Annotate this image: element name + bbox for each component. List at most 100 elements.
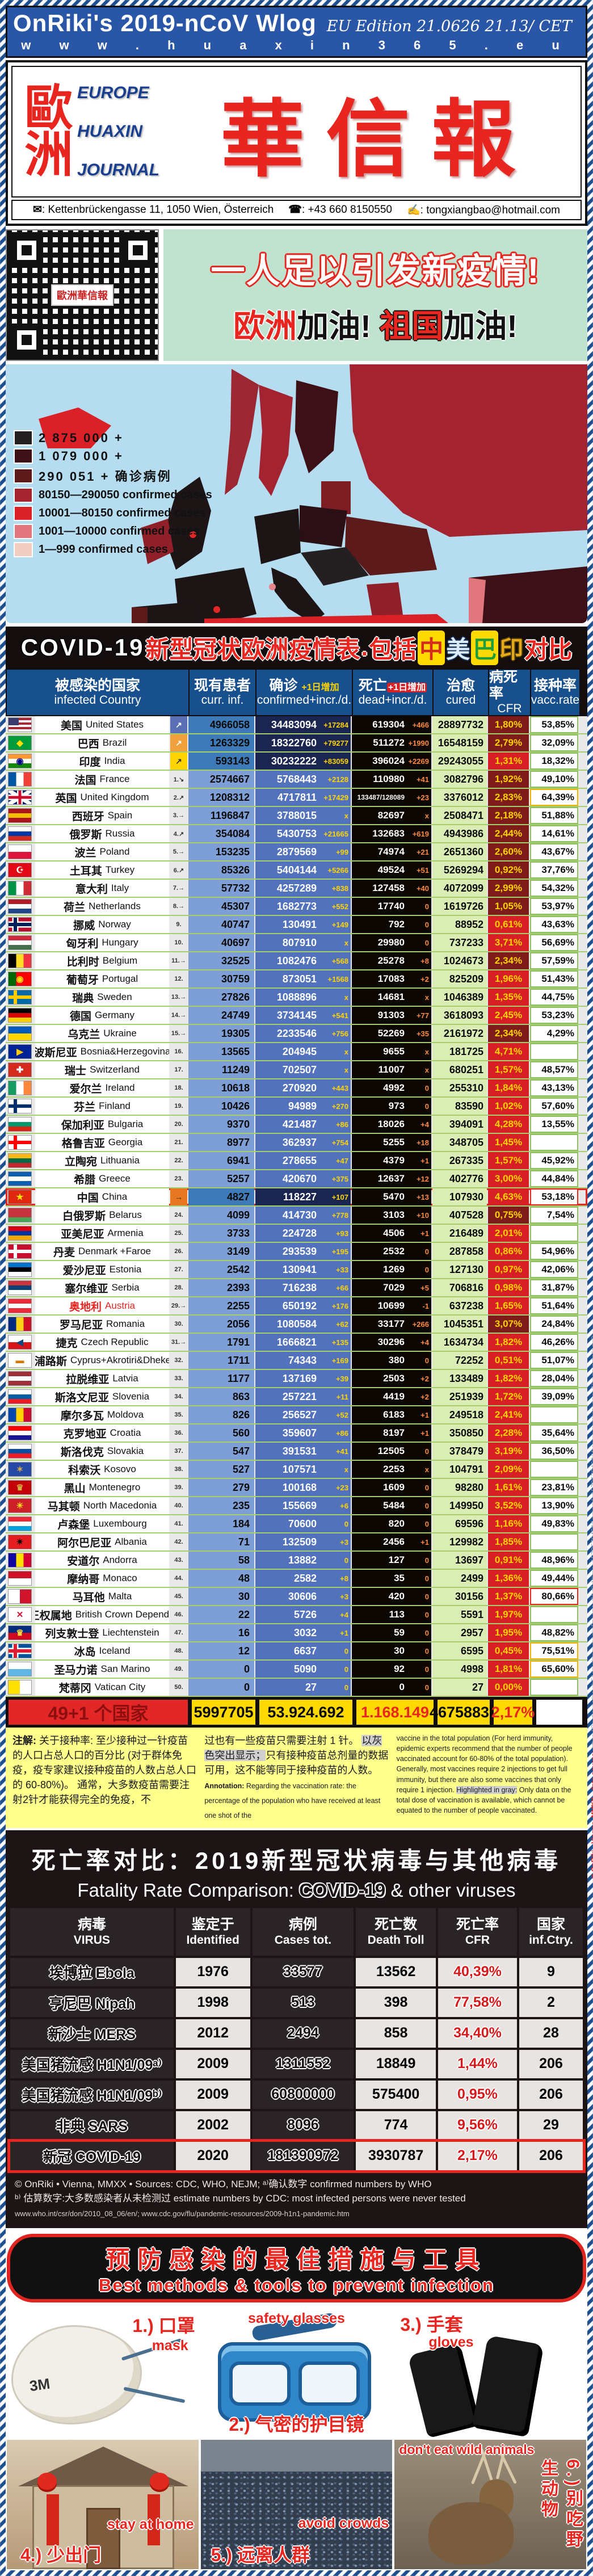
qr-finder-pattern [10, 234, 43, 267]
slogan-europe: 欧洲 [233, 308, 297, 344]
dead-increase: +2 [420, 1392, 429, 1401]
dead-increase: +4 [420, 1120, 429, 1129]
confirmed-cell: 224728 +93 [255, 1225, 351, 1242]
country-name-zh: 塞浦路斯 [35, 1355, 67, 1368]
dead-increase: 0 [424, 1519, 429, 1528]
dead-cell: 792 0 [352, 916, 431, 933]
dead-value: 113 [389, 1609, 405, 1620]
country-name-cell: 英国王权属地British Crown Dependencies [35, 1606, 169, 1623]
cured-cell: 1619726 [432, 898, 487, 915]
country-flag: ◉ [8, 754, 32, 768]
confirmed-cell: 702507 x [255, 1061, 351, 1078]
dead-increase: 0 [424, 1628, 429, 1637]
country-flag [8, 1662, 32, 1676]
masthead-europe: EUROPE [77, 83, 149, 102]
virus-identified-cell: 2009 [175, 2080, 250, 2109]
confirmed-increase: +8 [340, 1574, 348, 1583]
rank-cell: 5.→ [173, 848, 185, 855]
country-name-zh: 克罗地亚 [63, 1428, 107, 1440]
country-name-en: Georgia [108, 1137, 143, 1148]
cfr-cell: 2,99% [488, 880, 529, 897]
crowds-label-en: avoid crowds [298, 2515, 389, 2532]
dead-increase: 0 [424, 1083, 429, 1092]
dead-increase: +18 [416, 1138, 429, 1147]
dead-cell: 82697 x [352, 807, 431, 824]
confirmed-cell: 5768443 +2128 [255, 771, 351, 788]
confirmed-cell: 130941 +33 [255, 1261, 351, 1278]
confirmed-cell: 293539 +195 [255, 1243, 351, 1260]
dead-cell: 4379 +1 [352, 1152, 431, 1169]
confirmed-value: 70600 [288, 1518, 317, 1529]
cfr-cell: 3,19% [488, 1443, 529, 1460]
legend-label: 1001—10000 confirmed cases [39, 525, 200, 537]
confirmed-value: 2233546 [276, 1027, 317, 1039]
country-name-en: Belarus [109, 1209, 142, 1220]
current-infected-cell: 16 [188, 1624, 254, 1641]
country-name-en: Switzerland [90, 1064, 140, 1075]
vacc-rate-cell: 49,44% [530, 1570, 578, 1587]
col-curr-en: curr. inf. [201, 694, 244, 707]
cured-cell: 13697 [432, 1552, 487, 1569]
country-name-cell: 芬兰 Finland [35, 1098, 169, 1115]
dead-increase: +1 [420, 1229, 429, 1238]
country-flag [8, 1371, 32, 1386]
country-flag [8, 1171, 32, 1186]
col-header-dead: 死亡 +1日增加 dead+incr./d. [353, 670, 432, 715]
confirmed-value: 1080584 [276, 1318, 317, 1330]
virus-identified-cell: 2012 [175, 2019, 250, 2048]
current-infected-cell: 30759 [188, 970, 254, 987]
cfr-cell: 1,92% [488, 771, 529, 788]
current-infected-cell: 4966058 [188, 716, 254, 733]
dead-increase: 0 [424, 1592, 429, 1601]
flag-cell: ✴ [6, 1533, 34, 1550]
country-name-en: Moldova [107, 1409, 144, 1420]
dead-cell: 2532 0 [352, 1243, 431, 1260]
dead-cell: 396024 +2269 [352, 753, 431, 770]
col-country-zh: 被感染的国家 [54, 677, 140, 694]
dead-increase: 0 [424, 1102, 429, 1111]
virus-row: 非典 SARS 2002 8096 774 9,56% 29 [10, 2111, 583, 2140]
virus-deaths-cell: 774 [356, 2111, 436, 2140]
virus-countries-cell: 206 [519, 2141, 583, 2170]
flag-cell: ✕ [6, 1606, 34, 1623]
confirmed-increase: 0 [344, 1646, 348, 1655]
dead-cell: 30296 +4 [352, 1334, 431, 1351]
vacc-rate-cell: 51,07% [530, 1352, 578, 1369]
legend-label: 80150—290050 confirmed cases [39, 489, 212, 501]
vacc-rate-cell: 42,06% [530, 1261, 578, 1278]
rank-cell: 32. [174, 1357, 183, 1364]
cfr-cell: 1,84% [488, 1079, 529, 1096]
country-name-cell: 阿尔巴尼亚 Albania [35, 1533, 169, 1550]
vacc-rate-cell: 35,64% [530, 1424, 578, 1442]
country-name-cell: 保加利亚 Bulgaria [35, 1116, 169, 1133]
country-name-zh: 匈牙利 [66, 938, 99, 950]
confirmed-increase: +5266 [327, 865, 348, 875]
cfr-cell: 1,35% [488, 989, 529, 1006]
vacc-rate-cell: 44,84% [530, 1170, 578, 1187]
confirmed-value: 359607 [282, 1427, 317, 1439]
flag-cell [6, 1025, 34, 1042]
vacc-rate-cell: 36,50% [530, 1443, 578, 1460]
country-row: ✴ 阿尔巴尼亚 Albania 42. 71 132509 +3 2456 +1 129982 1,… [6, 1533, 587, 1552]
country-name-en: Albania [115, 1536, 147, 1547]
country-name-zh: 印度 [79, 756, 101, 768]
dead-cell: 2253 x [352, 1461, 431, 1478]
country-row: 波兰 Poland 5.→ 153235 2879569 +99 74974 +21 26513… [6, 843, 587, 862]
cfr-cell: 4,71% [488, 1043, 529, 1060]
covid-table-total-row: 49+1 个国家 5997705 53.924.692 1.168.149 46… [6, 1697, 587, 1728]
cured-cell: 98280 [432, 1479, 487, 1496]
flag-cell [6, 1515, 34, 1532]
current-infected-cell: 354084 [188, 825, 254, 842]
confirmed-cell: 18322760 +79277 [255, 734, 351, 751]
virus-title-zh: 死亡率对比：2019新型冠状病毒与其他病毒 [31, 1847, 562, 1874]
country-flag [8, 1589, 32, 1604]
country-name-zh: 西班牙 [72, 810, 104, 823]
slogan-motherland: 祖国 [380, 308, 444, 344]
confirmed-increase: +47 [335, 1156, 348, 1165]
country-row: ☀ 马其顿 North Macedonia 40. 235 155669 +6 5484 0 14… [6, 1497, 587, 1515]
confirmed-increase: +375 [331, 1174, 348, 1183]
vacc-rate-cell: 75,51% [530, 1642, 578, 1659]
rank-cell: 38. [174, 1466, 183, 1473]
country-row: 荷兰 Netherlands 8.→ 45307 1682773 +552 17740 0 16… [6, 898, 587, 916]
cfr-cell: 1,65% [488, 1297, 529, 1314]
